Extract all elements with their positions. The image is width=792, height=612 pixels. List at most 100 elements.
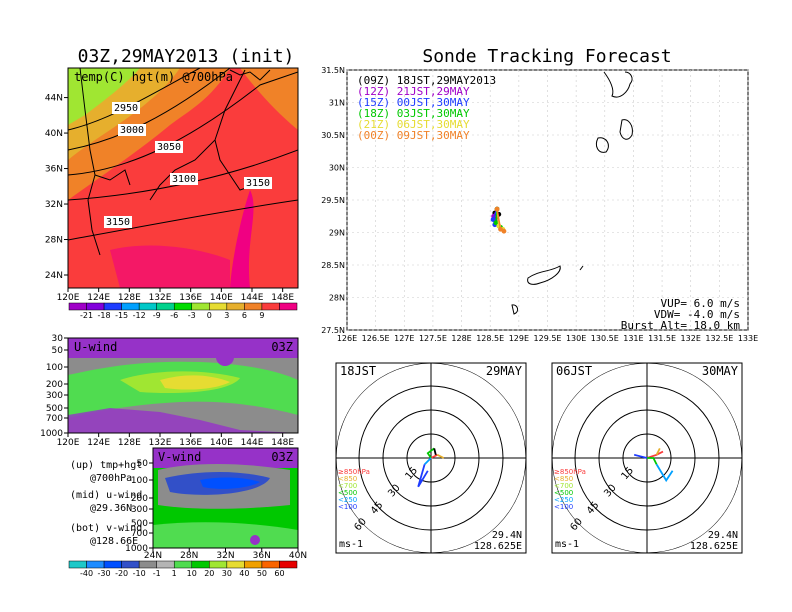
legend-entry: (18Z) 03JST,30MAY (357, 107, 470, 120)
x-tick-label: 132.5E (705, 334, 733, 343)
colorbar-swatch (173, 302, 193, 311)
temp-map-panel: 2950 3000 3050 3100 3150 3150 temp(C) hg… (45, 67, 299, 320)
x-tick-label: 129E (509, 334, 529, 343)
colorbar-swatch (279, 560, 298, 569)
track-point (501, 228, 507, 234)
hodo-lon: 128.625E (474, 541, 522, 552)
x-tick-label: 127E (394, 334, 414, 343)
colorbar-swatch (121, 560, 140, 569)
level-legend: <250 (338, 496, 357, 504)
v-wind-time: 03Z (271, 450, 293, 464)
colorbar-swatch (261, 302, 280, 311)
colorbar-swatch (103, 302, 122, 311)
hodo-lat: 29.4N (492, 530, 522, 541)
x-tick-label: 148E (271, 293, 294, 303)
x-tick-label: 136E (179, 293, 202, 303)
hodo-trace (430, 453, 438, 459)
contour-line (68, 199, 298, 241)
y-tick-label: 300 (131, 505, 148, 515)
colorbar-swatch (68, 302, 87, 311)
x-tick-label: 28N (180, 551, 198, 561)
v-field-top (153, 448, 298, 468)
v-field-low (153, 522, 298, 548)
colorbar-swatch (156, 302, 175, 311)
y-tick-label: 50 (52, 346, 64, 356)
x-tick-label: 144E (241, 438, 264, 448)
y-tick-label: 40N (45, 129, 63, 139)
colorbar-label: -30 (98, 569, 111, 578)
colorbar-label: -1 (153, 569, 161, 578)
colorbar-label: -40 (80, 569, 93, 578)
x-tick-label: 128.5E (476, 334, 504, 343)
level-legend: <700 (338, 482, 357, 490)
y-tick-label: 28N (329, 294, 345, 303)
y-tick-label: 44N (45, 94, 63, 104)
contour-label: 3150 (246, 178, 270, 189)
y-tick-label: 29N (329, 229, 345, 238)
legend-entry: (00Z) 09JST,30MAY (357, 129, 470, 142)
hodo-unit: ms-1 (555, 539, 579, 550)
level-legend: <850 (338, 475, 357, 483)
x-tick-label: 128E (118, 293, 141, 303)
track-point (490, 217, 496, 222)
y-tick-label: 700 (131, 529, 148, 539)
temp-field-hot (230, 190, 254, 288)
legend-entry: (15Z) 00JST,30MAY (357, 96, 470, 109)
y-tick-label: 700 (46, 414, 63, 424)
contour-label: 3100 (172, 174, 196, 185)
left-panel-title: 03Z,29MAY2013 (init) (78, 46, 295, 67)
u-field-yellow (160, 375, 230, 390)
y-tick-label: 50 (137, 459, 149, 469)
hodo-time-left: 18JST (340, 364, 376, 378)
temp-field-cold (68, 68, 140, 125)
level-legend: <100 (338, 503, 357, 511)
colorbar-swatch (244, 302, 263, 311)
colorbar-label: 1 (172, 569, 177, 578)
coastline (229, 69, 271, 81)
hodo-trace (417, 464, 429, 488)
u-wind-title: U-wind (74, 340, 117, 354)
temp-field-ne (240, 68, 298, 130)
x-tick-label: 131E (623, 334, 643, 343)
coastline-kyushu (603, 71, 633, 98)
info-vdw: VDW= -4.0 m/s (654, 308, 740, 321)
island-small (511, 304, 519, 315)
contour-label: 2950 (114, 103, 138, 114)
x-tick-label: 120E (57, 438, 80, 448)
info-vup: VUP= 6.0 m/s (661, 297, 740, 310)
level-legend: ≥850hPa (554, 468, 586, 476)
island-tanegashima (619, 119, 633, 140)
colorbar-swatch (173, 560, 193, 569)
side-legend: (up) tmp+hgt @700hPa (mid) u-wind @29.36… (70, 460, 142, 547)
colorbar-label: -20 (115, 569, 128, 578)
coastline (94, 169, 131, 186)
y-tick-label: 36N (45, 165, 63, 175)
u-wind-time: 03Z (271, 340, 293, 354)
track-point (493, 220, 499, 226)
hodo-trace (655, 447, 661, 456)
x-tick-label: 24N (144, 551, 162, 561)
coastline (149, 69, 246, 201)
colorbar-label: -21 (80, 311, 93, 320)
colorbar-label: 9 (259, 311, 264, 320)
x-tick-label: 132E (149, 293, 172, 303)
y-tick-label: 28.5N (321, 261, 345, 270)
y-tick-label: 200 (131, 494, 148, 504)
colorbar-swatch (138, 302, 157, 311)
colorbar-swatch (261, 560, 280, 569)
colorbar-swatch (226, 560, 245, 569)
hodo-trace (433, 448, 437, 456)
side-label-up2: @700hPa (90, 473, 132, 484)
x-tick-label: 36N (253, 551, 271, 561)
y-tick-label: 30 (52, 334, 64, 344)
hodo-trace (423, 457, 432, 466)
level-legend: ≥850hPa (338, 468, 370, 476)
colorbar-label: -10 (133, 569, 146, 578)
colorbar-swatch (86, 560, 105, 569)
hodo-trace (426, 447, 435, 459)
temp-field-hot-south (110, 245, 230, 288)
colorbar-swatch (156, 560, 175, 569)
